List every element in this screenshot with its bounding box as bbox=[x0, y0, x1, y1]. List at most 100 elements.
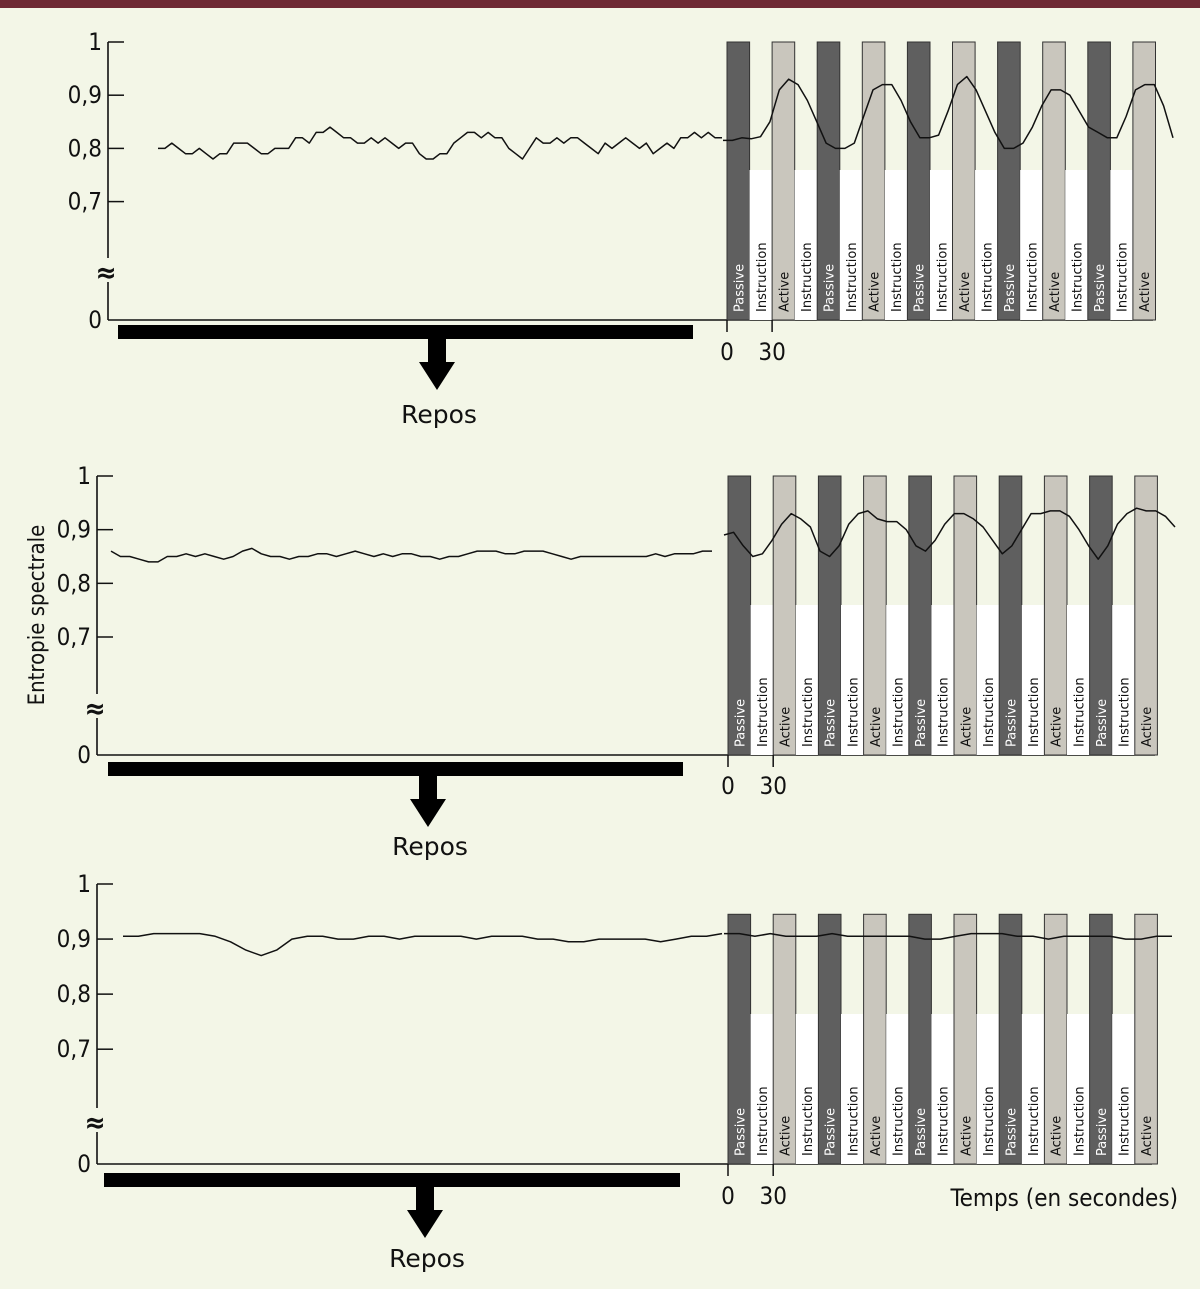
task-block-label: Passive bbox=[1005, 699, 1020, 747]
task-block-label: Instruction bbox=[801, 1086, 816, 1156]
task-block-label: Passive bbox=[914, 699, 929, 747]
task-block-label: Instruction bbox=[755, 242, 770, 312]
task-block-label: Active bbox=[1140, 1116, 1155, 1156]
task-block-label: Instruction bbox=[756, 1086, 771, 1156]
task-block-label: Instruction bbox=[892, 677, 907, 747]
y-axis-label: Entropie spectrale bbox=[25, 525, 50, 706]
y-tick-label: 0 bbox=[77, 741, 91, 769]
task-block-active bbox=[863, 475, 887, 756]
x-tick-label: 0 bbox=[721, 772, 735, 800]
task-block-label: Passive bbox=[733, 699, 748, 747]
task-block-active bbox=[1134, 475, 1158, 756]
axis-break-symbol: ≈ bbox=[95, 256, 116, 289]
task-block-label: Active bbox=[958, 272, 973, 312]
y-tick-label: 1 bbox=[77, 462, 91, 490]
task-block-label: Instruction bbox=[1071, 242, 1086, 312]
task-block-label: Passive bbox=[1005, 1108, 1020, 1156]
task-block-label: Instruction bbox=[1072, 677, 1087, 747]
task-block-active bbox=[1132, 41, 1157, 321]
task-block-label: Active bbox=[1138, 272, 1153, 312]
task-block-instruction bbox=[931, 605, 954, 755]
x-tick-label: 30 bbox=[759, 1182, 786, 1210]
task-block-label: Active bbox=[1050, 707, 1065, 747]
task-block-label: Active bbox=[779, 707, 794, 747]
task-block-label: Instruction bbox=[845, 242, 860, 312]
task-block-label: Instruction bbox=[982, 1086, 997, 1156]
y-tick-label: 1 bbox=[77, 870, 91, 898]
task-block-instruction bbox=[976, 1014, 1000, 1164]
task-block-label: Instruction bbox=[937, 1086, 952, 1156]
task-block-instruction bbox=[750, 1014, 774, 1164]
y-tick-label: 0,8 bbox=[68, 134, 102, 162]
y-tick-label: 0,7 bbox=[57, 623, 91, 651]
y-tick-label: 0,7 bbox=[68, 188, 102, 216]
rest-arrow-shaft bbox=[428, 339, 446, 365]
y-tick-label: 1 bbox=[88, 28, 102, 56]
panel-2: ≈1 0,9 0,8 0,7 0 Passive Instruction Active Inst… bbox=[57, 462, 1176, 861]
task-block-label: Active bbox=[1050, 1116, 1065, 1156]
task-block-label: Passive bbox=[1093, 264, 1108, 312]
rest-series-line bbox=[110, 547, 712, 563]
task-block-label: Passive bbox=[824, 699, 839, 747]
task-block-label: Instruction bbox=[892, 1086, 907, 1156]
rest-label: Repos bbox=[389, 1244, 465, 1273]
panel-3: ≈1 0,9 0,8 0,7 0 Passive Instruction Active Inst… bbox=[57, 870, 1172, 1273]
task-block-instruction bbox=[795, 1014, 819, 1164]
y-tick-label: 0,7 bbox=[57, 1035, 91, 1063]
task-block-label: Instruction bbox=[890, 242, 905, 312]
task-block-label: Instruction bbox=[1072, 1086, 1087, 1156]
x-tick-label: 0 bbox=[720, 338, 734, 366]
task-block-label: Passive bbox=[823, 264, 838, 312]
task-block-label: Passive bbox=[1003, 264, 1018, 312]
task-block-label: Instruction bbox=[1116, 242, 1131, 312]
down-arrow-icon bbox=[410, 799, 446, 827]
task-block-instruction bbox=[886, 605, 909, 755]
rest-arrow-shaft bbox=[419, 776, 437, 802]
task-block-instruction bbox=[1065, 170, 1088, 320]
task-block-label: Active bbox=[959, 1116, 974, 1156]
task-block-label: Instruction bbox=[980, 242, 995, 312]
axis-break-symbol: ≈ bbox=[84, 692, 105, 725]
task-block-instruction bbox=[749, 170, 773, 320]
task-block-instruction bbox=[1021, 605, 1045, 755]
rest-arrow-shaft bbox=[416, 1187, 434, 1213]
task-block-instruction bbox=[1112, 605, 1135, 755]
x-tick-label: 0 bbox=[721, 1182, 735, 1210]
axis-break-symbol: ≈ bbox=[84, 1106, 105, 1139]
task-block-label: Instruction bbox=[800, 242, 815, 312]
task-block-label: Instruction bbox=[935, 242, 950, 312]
task-block-label: Instruction bbox=[846, 1086, 861, 1156]
y-tick-label: 0 bbox=[88, 306, 102, 334]
task-block-label: Instruction bbox=[1027, 677, 1042, 747]
task-block-label: Passive bbox=[1095, 1108, 1110, 1156]
task-series-line bbox=[723, 75, 1174, 150]
task-block-instruction bbox=[886, 1014, 909, 1164]
y-tick-label: 0 bbox=[77, 1150, 91, 1178]
y-tick-label: 0,8 bbox=[57, 980, 91, 1008]
panel-1: ≈1 0,9 0,8 0,7 0 Passive Instruction Active Inst… bbox=[68, 28, 1174, 429]
task-block-label: Passive bbox=[913, 264, 928, 312]
task-block-instruction bbox=[1067, 1014, 1090, 1164]
rest-series-line bbox=[158, 126, 722, 160]
down-arrow-icon bbox=[419, 362, 455, 390]
task-block-label: Instruction bbox=[1025, 242, 1040, 312]
task-block-label: Passive bbox=[733, 1108, 748, 1156]
task-block-label: Instruction bbox=[756, 677, 771, 747]
task-series-line bbox=[724, 932, 1172, 940]
rest-period-bar bbox=[118, 325, 693, 339]
task-block-passive bbox=[908, 475, 932, 756]
task-block-label: Active bbox=[869, 1116, 884, 1156]
rest-label: Repos bbox=[392, 832, 468, 861]
task-block-instruction bbox=[794, 170, 818, 320]
task-block-label: Instruction bbox=[1027, 1086, 1042, 1156]
task-block-label: Active bbox=[777, 272, 792, 312]
task-block-label: Active bbox=[869, 707, 884, 747]
y-tick-label: 0,9 bbox=[57, 925, 91, 953]
task-block-instruction bbox=[929, 170, 953, 320]
x-tick-label: 30 bbox=[759, 772, 786, 800]
rest-period-bar bbox=[104, 1173, 680, 1187]
task-block-label: Instruction bbox=[937, 677, 952, 747]
task-block-label: Passive bbox=[1095, 699, 1110, 747]
task-block-label: Active bbox=[868, 272, 883, 312]
task-block-label: Active bbox=[1048, 272, 1063, 312]
